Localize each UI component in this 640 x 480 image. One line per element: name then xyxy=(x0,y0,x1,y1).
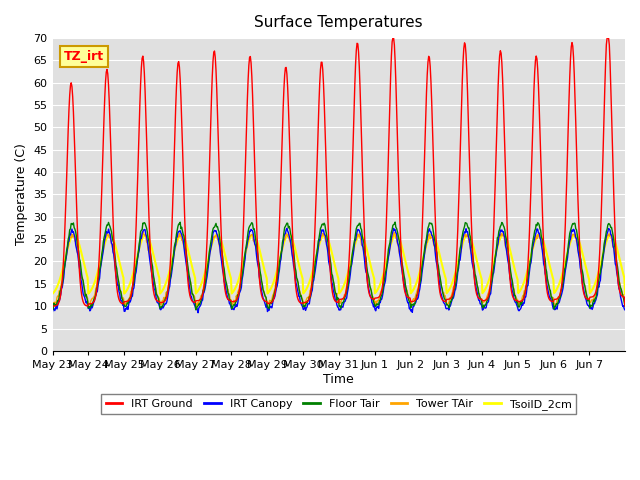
Y-axis label: Temperature (C): Temperature (C) xyxy=(15,144,28,245)
Legend: IRT Ground, IRT Canopy, Floor Tair, Tower TAir, TsoilD_2cm: IRT Ground, IRT Canopy, Floor Tair, Towe… xyxy=(101,394,576,414)
Title: Surface Temperatures: Surface Temperatures xyxy=(255,15,423,30)
X-axis label: Time: Time xyxy=(323,372,354,385)
Text: TZ_irt: TZ_irt xyxy=(64,50,104,63)
